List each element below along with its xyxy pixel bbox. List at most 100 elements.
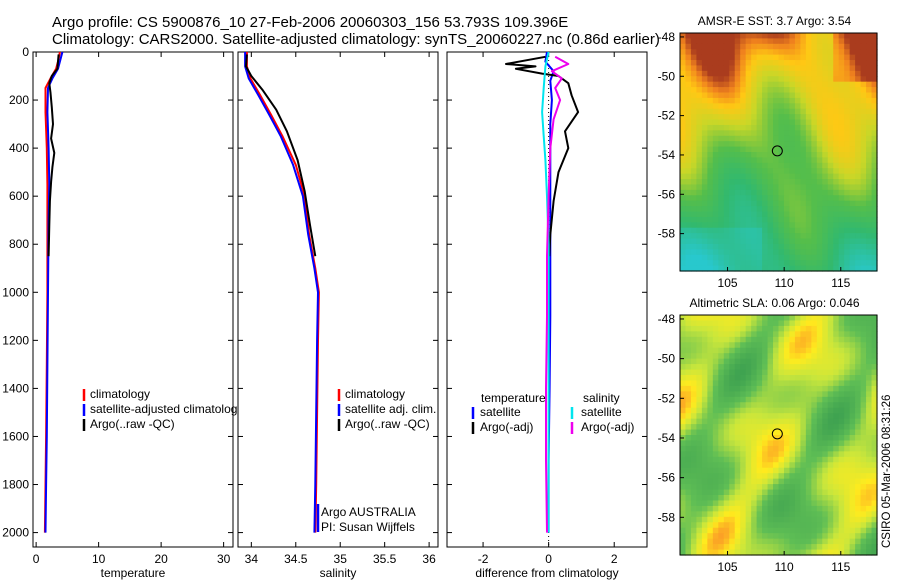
sla_map-cell — [701, 369, 708, 376]
sla_map-cell — [723, 489, 730, 496]
sla_map-cell — [680, 549, 687, 556]
sst_map-cell — [723, 76, 730, 83]
sla_map-cell — [860, 549, 867, 556]
sst_map-cell — [718, 60, 725, 67]
sst_map-cell — [707, 189, 714, 196]
sla_map-cell — [860, 484, 867, 491]
sla_map-cell — [729, 451, 736, 458]
sla_map-cell — [800, 544, 807, 551]
sla_map-cell — [740, 473, 747, 480]
sst_map-cell — [860, 265, 867, 272]
sla_map-cell — [690, 522, 698, 529]
sla_map-cell — [718, 544, 725, 551]
sla_map-cell — [866, 391, 873, 398]
sst_map-cell — [838, 243, 845, 250]
sla_map-cell — [707, 489, 714, 496]
sla_map-cell — [734, 516, 741, 523]
sst_map-cell — [762, 227, 769, 234]
sla_map-cell — [849, 429, 856, 436]
sla_map-cell — [838, 549, 845, 556]
sla_map-cell — [685, 342, 692, 349]
sla_map-cell — [712, 445, 719, 452]
sst_map-cell — [827, 195, 834, 202]
sst_map-cell — [827, 168, 834, 175]
sla_map-cell — [767, 331, 774, 338]
sst_map-cell — [778, 92, 785, 99]
sla_map-cell — [767, 467, 774, 474]
sla_map-cell — [740, 484, 747, 491]
sst_map-cell — [778, 87, 785, 94]
diff-legend-salinity-label: Argo(-adj) — [581, 420, 634, 434]
sst_map-cell — [762, 103, 769, 110]
sla_map-cell — [680, 347, 687, 354]
sst_map-cell — [707, 200, 714, 207]
sla_map-cell — [794, 413, 801, 420]
sla_map-cell — [860, 500, 867, 507]
sla_map-cell — [707, 456, 714, 463]
sla_map-cell — [866, 325, 873, 332]
sla_map-cell — [800, 500, 807, 507]
sst_map-cell — [712, 87, 719, 94]
sla_map-cell — [690, 456, 698, 463]
sst_map-cell — [778, 141, 785, 148]
sst_map-cell — [685, 260, 692, 267]
sla_map-cell — [855, 538, 862, 545]
sla_map-cell — [838, 527, 845, 534]
sst_map-cell — [712, 173, 719, 180]
sla_map-cell — [866, 544, 873, 551]
sst_map-cell — [855, 249, 862, 256]
sla_map-cell — [762, 424, 769, 431]
sla_map-cell — [838, 358, 845, 365]
sla_map-cell — [866, 495, 873, 502]
sla_map-cell — [794, 456, 801, 463]
sst_map-cell — [860, 33, 867, 40]
sla_map-cell — [729, 424, 736, 431]
sla_map-cell — [805, 495, 812, 502]
sla_map-cell — [849, 385, 856, 392]
sst_map-cell — [855, 216, 862, 223]
sst_map-cell — [871, 124, 878, 131]
sst_map-cell — [827, 92, 834, 99]
sst_map-cell — [800, 195, 807, 202]
sla_map-cell — [701, 451, 708, 458]
sst_map-cell — [685, 103, 692, 110]
sla_map-cell — [866, 511, 873, 518]
sla_map-cell — [690, 533, 698, 540]
sst_map-cell — [745, 206, 752, 213]
sla_map-cell — [685, 511, 692, 518]
sst_map-cell — [849, 243, 856, 250]
sst_map-cell — [701, 222, 708, 229]
sst_map-cell — [855, 173, 862, 180]
sla_map-cell — [729, 429, 736, 436]
sla_map-cell — [740, 418, 747, 425]
sst_map-cell — [756, 216, 763, 223]
sst_map-cell — [707, 92, 714, 99]
sla_map-cell — [866, 533, 873, 540]
sst_map-cell — [701, 157, 708, 164]
sst_map-cell — [740, 76, 747, 83]
sla_map-cell — [690, 325, 698, 332]
sst_map-cell — [701, 260, 708, 267]
sla_map-cell — [866, 320, 873, 327]
sst_map-cell — [690, 184, 698, 191]
sla_map-cell — [718, 391, 725, 398]
sst_map-cell — [729, 184, 736, 191]
sst_map-cell — [844, 162, 851, 169]
sla_map-cell — [778, 484, 785, 491]
sla_map-cell — [871, 511, 878, 518]
sla_map-cell — [685, 435, 692, 442]
sla_map-cell — [789, 462, 796, 469]
sla_map-cell — [762, 380, 769, 387]
sla_map-cell — [767, 342, 774, 349]
sla_map-cell — [822, 424, 829, 431]
sla_map-cell — [794, 380, 801, 387]
sst_map-cell — [827, 249, 834, 256]
sla_map-cell — [860, 347, 867, 354]
sst_map-cell — [827, 152, 834, 159]
sla_map-cell — [685, 385, 692, 392]
sla_map-cell — [800, 451, 807, 458]
sst_map-cell — [685, 152, 692, 159]
sla_map-cell — [762, 456, 769, 463]
sst_map-cell — [718, 76, 725, 83]
sla_map-cell — [778, 527, 785, 534]
